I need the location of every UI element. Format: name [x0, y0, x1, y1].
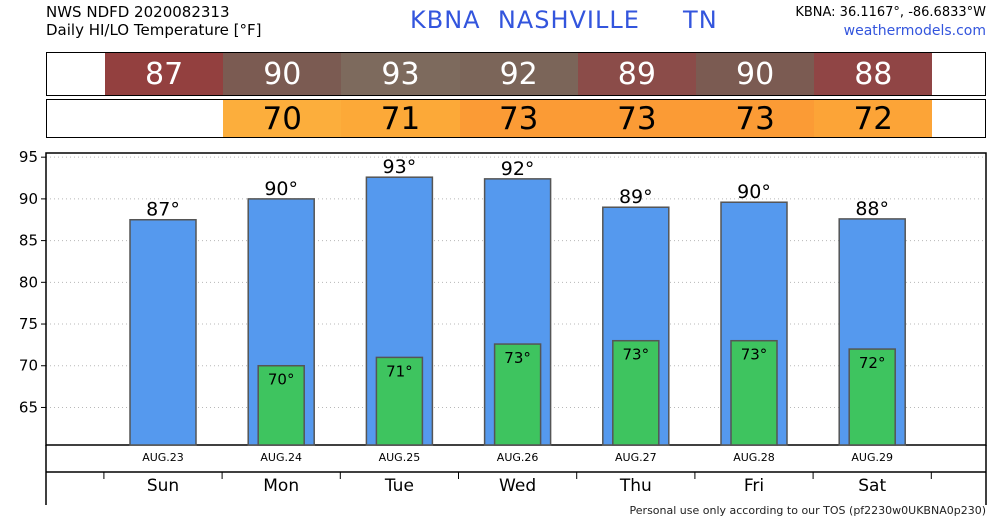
date-label: AUG.23: [142, 451, 184, 464]
low-temp-bar: [493, 343, 542, 446]
low-temp-cell: 73: [577, 100, 696, 137]
footer-note: Personal use only according to our TOS (…: [629, 504, 986, 517]
temperature-bar-chart: 65 70 75 80 85 90 95 87° AUG.23 Sun 90° 70° AUG.24 Mo…: [19, 148, 987, 505]
low-temp-bar: [257, 364, 305, 446]
high-temp-label: 88°: [855, 198, 889, 220]
y-tick-label: 75: [19, 315, 38, 333]
low-temp-label: 73°: [504, 349, 531, 367]
high-temp-label: 89°: [619, 186, 653, 208]
day-label: Tue: [384, 476, 414, 496]
date-label: AUG.28: [733, 451, 775, 464]
low-temp-cell: 72: [814, 100, 933, 137]
header-right: KBNA: 36.1167°, -86.6833°W weathermodels…: [795, 3, 986, 41]
day-label: Sun: [147, 476, 179, 496]
y-tick-label: 90: [19, 190, 38, 208]
date-label: AUG.27: [615, 451, 657, 464]
date-label: AUG.24: [260, 451, 302, 464]
high-temp-cell: 90: [696, 53, 815, 95]
high-temp-cell: 87: [105, 53, 224, 95]
low-temp-cell: 73: [459, 100, 578, 137]
high-temp-label: 90°: [264, 178, 298, 200]
low-temp-bar: [375, 356, 424, 446]
date-label: AUG.26: [497, 451, 539, 464]
source-label: NWS NDFD 2020082313: [46, 3, 230, 21]
site-link[interactable]: weathermodels.com: [843, 23, 986, 39]
low-temp-bar: [730, 339, 778, 446]
day-label: Wed: [499, 476, 536, 496]
day-label: Fri: [744, 476, 764, 496]
y-tick-label: 95: [19, 148, 38, 166]
low-temperature-strip: 70 71 73 73 73 72: [46, 99, 986, 138]
day-label: Sat: [858, 476, 886, 496]
y-tick-label: 85: [19, 232, 38, 250]
low-temp-label: 72°: [859, 354, 886, 372]
y-tick-label: 80: [19, 273, 38, 291]
high-temperature-strip: 87 90 93 92 89 90 88: [46, 52, 986, 96]
low-temp-label: 70°: [268, 371, 295, 389]
low-temp-label: 71°: [386, 362, 413, 380]
low-temp-cell: 71: [341, 100, 460, 137]
high-temp-cell: 88: [814, 53, 933, 95]
high-temp-label: 87°: [146, 199, 180, 221]
high-temp-bar: [129, 218, 197, 446]
high-temp-cell: 93: [341, 53, 460, 95]
low-temp-bar: [848, 348, 896, 446]
low-temp-label: 73°: [623, 346, 650, 364]
y-tick-label: 70: [19, 357, 38, 375]
station-title: KBNA NASHVILLE TN: [410, 6, 718, 34]
low-temp-bar: [612, 339, 660, 446]
header-left: NWS NDFD 2020082313 Daily HI/LO Temperat…: [46, 3, 262, 39]
y-tick-label: 65: [19, 398, 38, 416]
date-label: AUG.25: [379, 451, 421, 464]
low-temp-cell: 73: [696, 100, 815, 137]
high-temp-label: 90°: [737, 181, 771, 203]
day-label: Thu: [619, 476, 652, 496]
high-temp-label: 92°: [501, 158, 535, 180]
low-temp-cell: 70: [223, 100, 342, 137]
high-temp-cell: 90: [223, 53, 342, 95]
high-temp-cell: 92: [459, 53, 578, 95]
high-temp-label: 93°: [383, 156, 417, 178]
day-label: Mon: [263, 476, 299, 496]
station-coordinates: KBNA: 36.1167°, -86.6833°W: [795, 5, 986, 20]
low-temp-label: 73°: [741, 346, 768, 364]
chart-subtitle: Daily HI/LO Temperature [°F]: [46, 21, 262, 39]
date-label: AUG.29: [851, 451, 893, 464]
high-temp-cell: 89: [577, 53, 696, 95]
